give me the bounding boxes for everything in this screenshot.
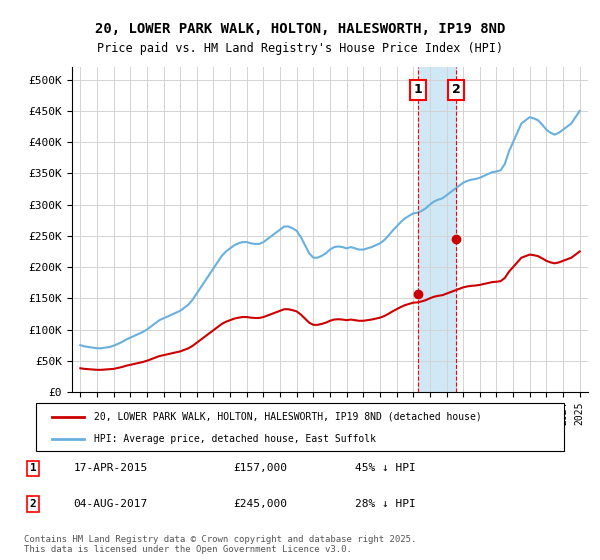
Text: 17-APR-2015: 17-APR-2015 xyxy=(74,463,148,473)
Text: 04-AUG-2017: 04-AUG-2017 xyxy=(74,499,148,509)
Text: £245,000: £245,000 xyxy=(234,499,288,509)
Text: 20, LOWER PARK WALK, HOLTON, HALESWORTH, IP19 8ND (detached house): 20, LOWER PARK WALK, HOLTON, HALESWORTH,… xyxy=(94,412,482,422)
Text: 1: 1 xyxy=(413,83,422,96)
Text: 28% ↓ HPI: 28% ↓ HPI xyxy=(355,499,416,509)
Text: 45% ↓ HPI: 45% ↓ HPI xyxy=(355,463,416,473)
Text: 2: 2 xyxy=(452,83,461,96)
Text: HPI: Average price, detached house, East Suffolk: HPI: Average price, detached house, East… xyxy=(94,434,376,444)
Text: Contains HM Land Registry data © Crown copyright and database right 2025.
This d: Contains HM Land Registry data © Crown c… xyxy=(24,535,416,554)
FancyBboxPatch shape xyxy=(36,403,564,451)
Text: 20, LOWER PARK WALK, HOLTON, HALESWORTH, IP19 8ND: 20, LOWER PARK WALK, HOLTON, HALESWORTH,… xyxy=(95,22,505,36)
Text: £157,000: £157,000 xyxy=(234,463,288,473)
Bar xyxy=(418,67,456,392)
Text: 2: 2 xyxy=(29,499,36,509)
Text: Price paid vs. HM Land Registry's House Price Index (HPI): Price paid vs. HM Land Registry's House … xyxy=(97,42,503,55)
Text: 1: 1 xyxy=(29,463,36,473)
